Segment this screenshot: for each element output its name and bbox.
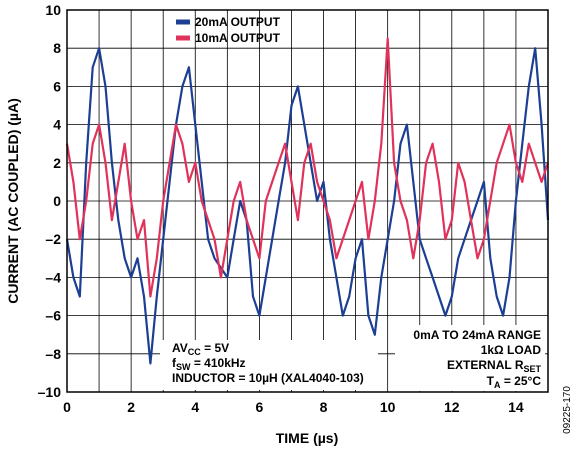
series-layer (65, 37, 550, 365)
y-tick-label: –8 (45, 346, 61, 362)
x-tick-label: 12 (444, 399, 460, 415)
y-tick-label: –2 (45, 231, 61, 247)
series-line-10ma (65, 37, 550, 298)
legend-label-10ma: 10mA OUTPUT (195, 31, 281, 45)
annotation-rset: EXTERNAL RSET (447, 358, 541, 374)
y-tick-label: 10 (45, 2, 61, 18)
plot-frame (66, 9, 549, 393)
y-tick-labels: 10 8 6 4 2 0 –2 –4 –6 –8 –10 (38, 2, 62, 400)
x-tick-labels: 0 2 4 6 8 10 12 14 (63, 399, 524, 415)
legend: 20mA OUTPUT 10mA OUTPUT (176, 15, 281, 45)
x-tick-label: 10 (380, 399, 396, 415)
x-tick-label: 4 (191, 399, 199, 415)
y-tick-label: –10 (38, 384, 62, 400)
y-tick-label: –6 (45, 308, 61, 324)
figure-id: 09225-170 (562, 386, 573, 434)
x-tick-label: 0 (63, 399, 71, 415)
annotation-inductor: INDUCTOR = 10µH (XAL4040-103) (172, 371, 364, 385)
x-tick-label: 8 (320, 399, 328, 415)
legend-label-20ma: 20mA OUTPUT (195, 15, 281, 29)
annotation-avcc: AVCC = 5V (172, 341, 229, 357)
annotation-load: 1kΩ LOAD (481, 343, 542, 357)
y-tick-label: 0 (53, 193, 61, 209)
y-tick-label: –4 (45, 269, 61, 285)
series-line-20ma (65, 47, 550, 365)
y-axis-title: CURRENT (AC COUPLED) (µA) (5, 98, 21, 304)
annotation-left: AVCC = 5V fSW = 410kHz INDUCTOR = 10µH (… (160, 340, 378, 390)
x-axis-title: TIME (µs) (276, 430, 339, 446)
annotation-right: 0mA TO 24mA RANGE 1kΩ LOAD EXTERNAL RSET… (395, 325, 545, 391)
annotation-ta: TA = 25°C (487, 374, 542, 390)
y-tick-label: 8 (53, 40, 61, 56)
y-tick-label: 6 (53, 78, 61, 94)
annotation-range: 0mA TO 24mA RANGE (413, 328, 541, 342)
x-tick-label: 2 (127, 399, 135, 415)
annotation-fsw: fSW = 410kHz (172, 356, 246, 372)
y-tick-label: 4 (53, 117, 61, 133)
y-tick-label: 2 (53, 155, 61, 171)
x-tick-label: 6 (256, 399, 264, 415)
x-tick-label: 14 (508, 399, 524, 415)
